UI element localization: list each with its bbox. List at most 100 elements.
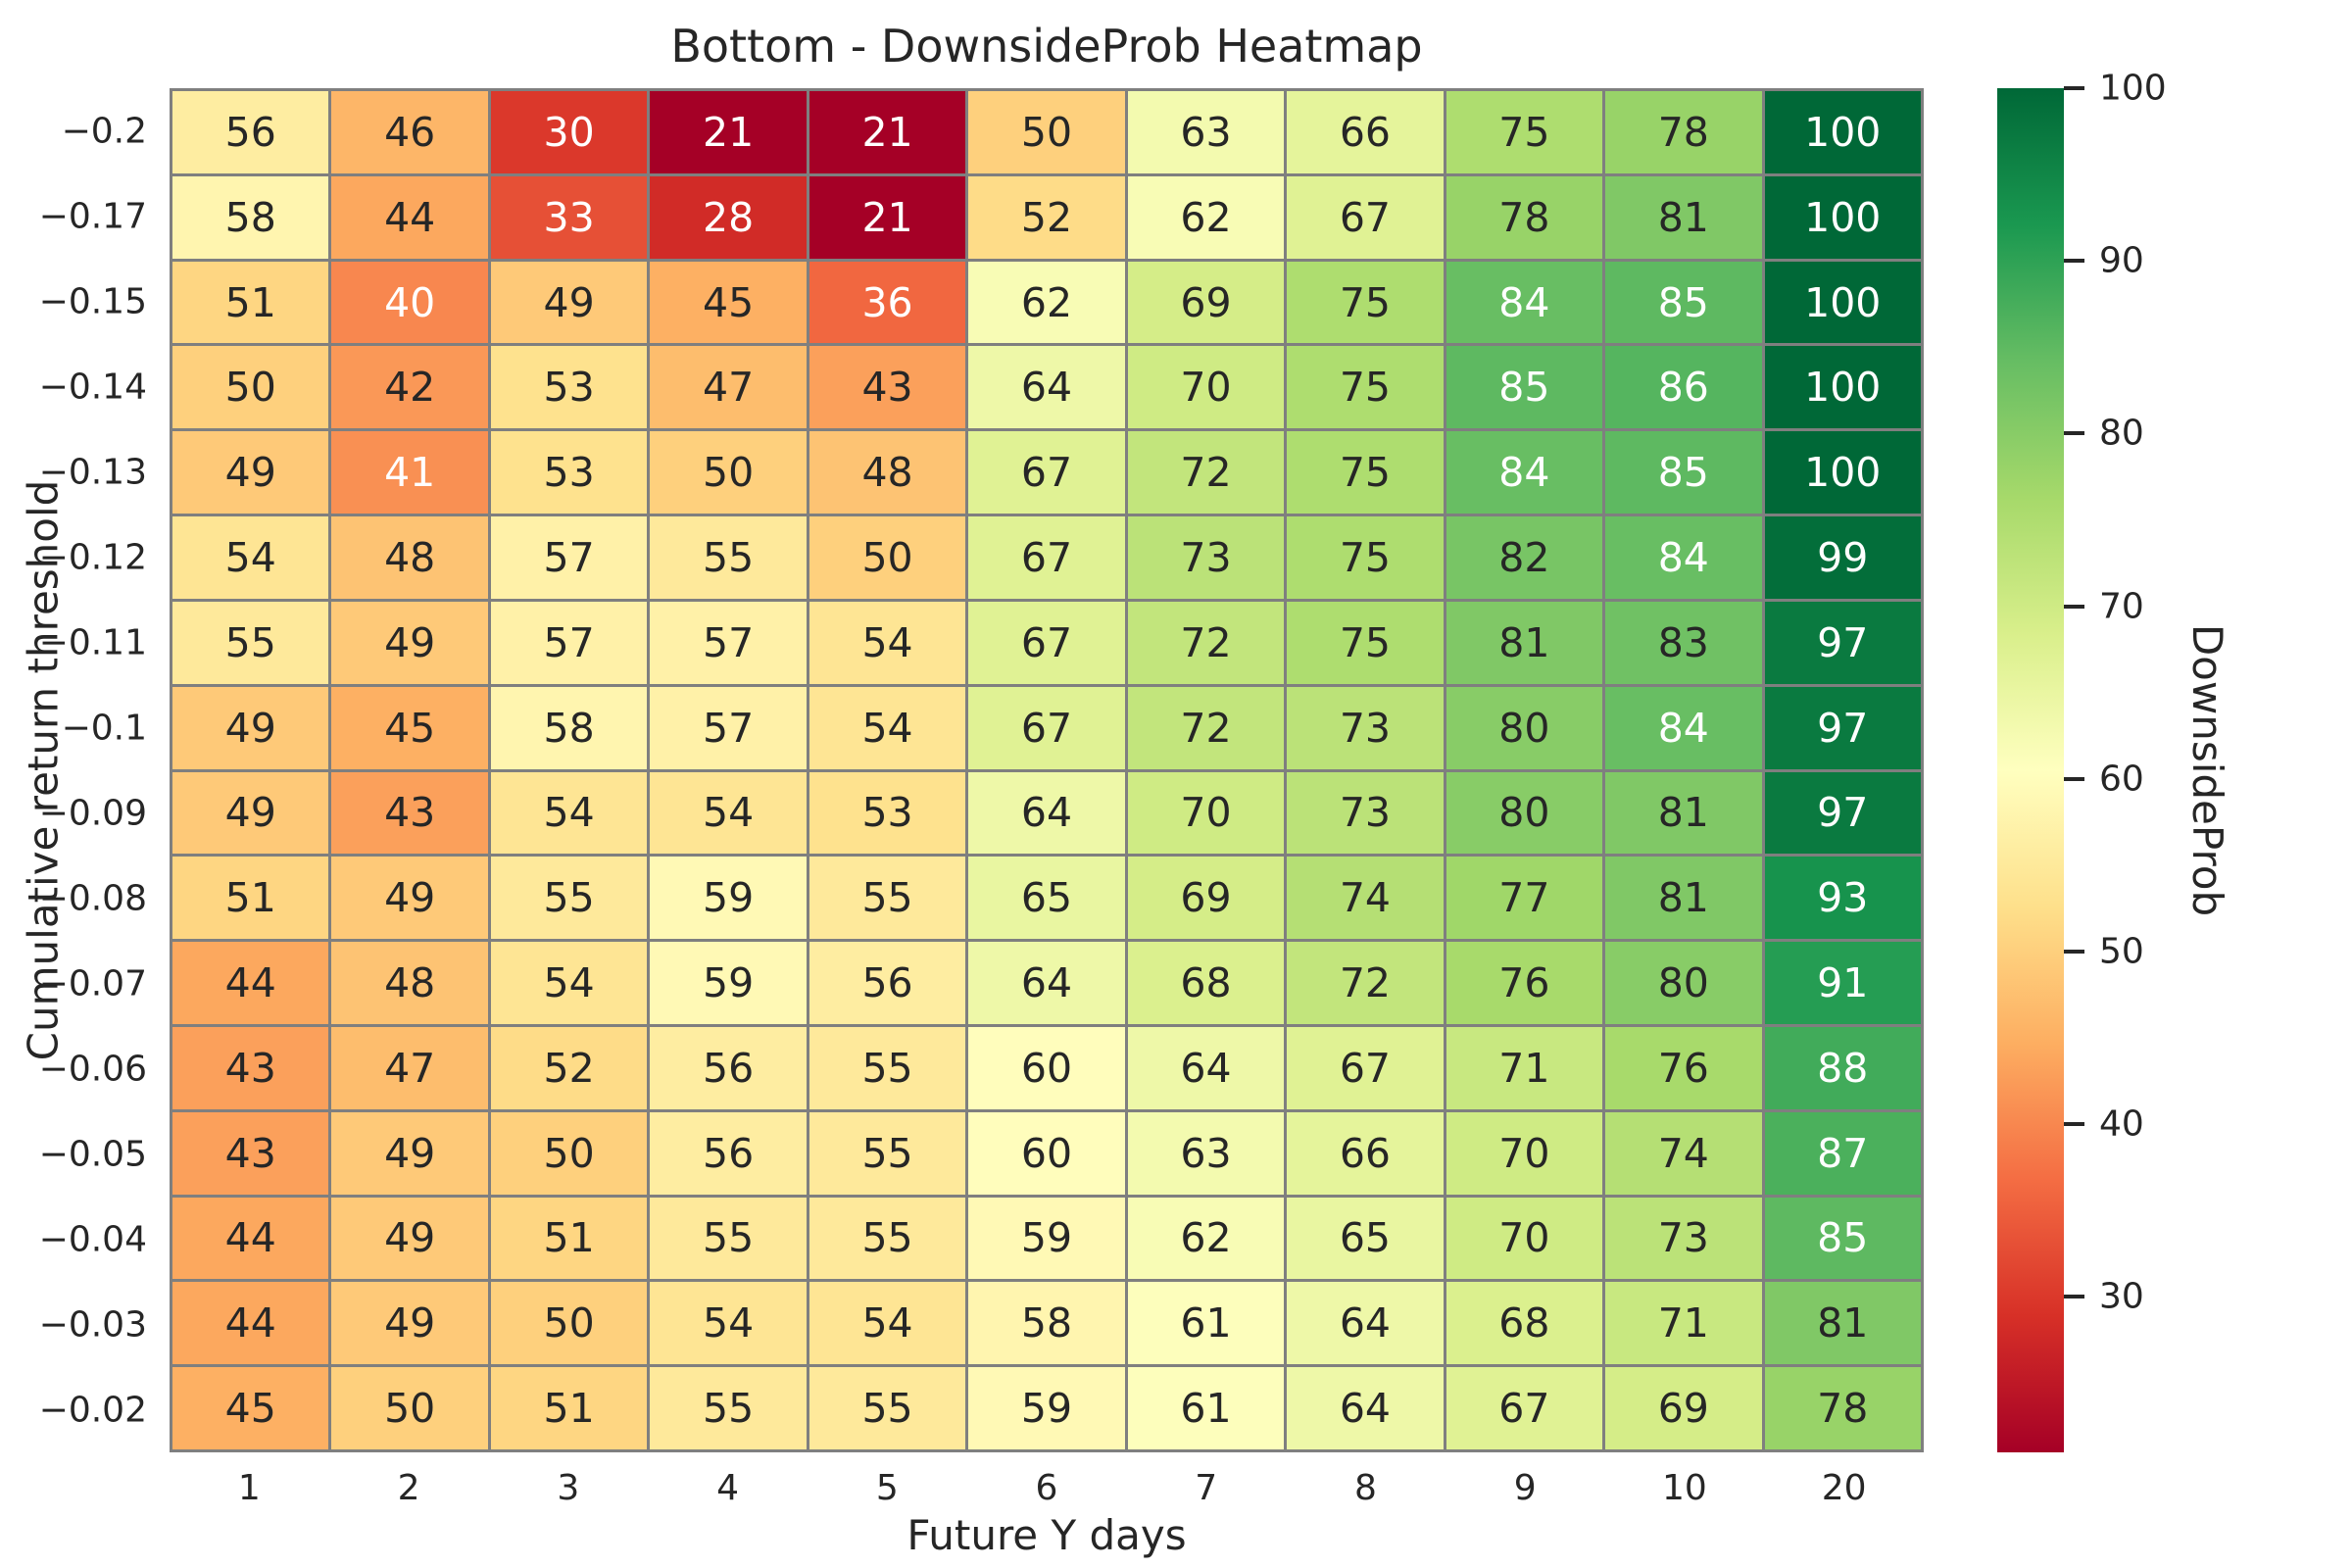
heatmap-cell: 49	[172, 431, 329, 514]
heatmap-cell: 57	[650, 601, 807, 684]
heatmap-cell: 87	[1764, 1111, 1921, 1195]
heatmap-cell: 70	[1446, 1197, 1603, 1280]
heatmap-cell: 59	[650, 857, 807, 940]
heatmap-cell: 55	[172, 601, 329, 684]
heatmap-cell: 70	[1127, 346, 1285, 429]
heatmap-cell: 64	[968, 771, 1125, 855]
heatmap-cell: 51	[172, 261, 329, 344]
heatmap-cell: 100	[1764, 261, 1921, 344]
y-tick-label: −0.2	[61, 111, 147, 151]
heatmap-cell: 72	[1127, 601, 1285, 684]
y-tick-label: −0.07	[38, 963, 147, 1004]
heatmap-cell: 53	[808, 771, 966, 855]
x-axis-ticks: 1 2 3 4 5 6 7 8 9 10 20	[170, 1468, 1924, 1511]
heatmap-cell: 50	[490, 1111, 648, 1195]
heatmap-cell: 85	[1764, 1197, 1921, 1280]
y-tick-label: −0.17	[38, 196, 147, 236]
heatmap-cell: 42	[331, 346, 488, 429]
heatmap-cell: 53	[490, 346, 648, 429]
heatmap-cell: 81	[1446, 601, 1603, 684]
heatmap-cell: 71	[1605, 1282, 1762, 1365]
y-tick-label: −0.15	[38, 281, 147, 321]
heatmap-cell: 50	[808, 516, 966, 599]
heatmap-cell: 50	[968, 91, 1125, 173]
heatmap-cell: 69	[1605, 1367, 1762, 1449]
colorbar-tick	[2064, 1295, 2084, 1299]
heatmap-cell: 72	[1127, 431, 1285, 514]
heatmap-cell: 63	[1127, 1111, 1285, 1195]
colorbar-tick-label: 30	[2099, 1276, 2144, 1317]
colorbar-tick	[2064, 259, 2084, 264]
y-tick-label: −0.1	[61, 708, 147, 748]
heatmap-cell: 62	[968, 261, 1125, 344]
heatmap-cell: 47	[650, 346, 807, 429]
colorbar-tick-label: 70	[2099, 586, 2144, 627]
heatmap-cell: 91	[1764, 942, 1921, 1024]
heatmap-cell: 64	[1287, 1282, 1444, 1365]
x-tick-label: 2	[397, 1468, 420, 1508]
x-tick-label: 10	[1662, 1468, 1707, 1508]
heatmap-cell: 40	[331, 261, 488, 344]
heatmap-cell: 59	[968, 1197, 1125, 1280]
heatmap-cell: 21	[808, 91, 966, 173]
heatmap-cell: 61	[1127, 1367, 1285, 1449]
heatmap-cell: 88	[1764, 1026, 1921, 1109]
heatmap-cell: 69	[1127, 261, 1285, 344]
x-tick-label: 7	[1195, 1468, 1218, 1508]
heatmap-cell: 73	[1127, 516, 1285, 599]
heatmap-cell: 83	[1605, 601, 1762, 684]
heatmap-cell: 76	[1605, 1026, 1762, 1109]
heatmap-cell: 65	[1287, 1197, 1444, 1280]
heatmap-cell: 49	[172, 686, 329, 769]
heatmap-cell: 82	[1446, 516, 1603, 599]
heatmap-cell: 97	[1764, 601, 1921, 684]
heatmap-cell: 100	[1764, 346, 1921, 429]
heatmap-cell: 70	[1446, 1111, 1603, 1195]
chart-title: Bottom - DownsideProb Heatmap	[670, 20, 1423, 73]
colorbar-tick	[2064, 86, 2084, 90]
heatmap-cell: 50	[331, 1367, 488, 1449]
heatmap-cell: 43	[172, 1026, 329, 1109]
heatmap-cell: 44	[172, 942, 329, 1024]
y-tick-label: −0.06	[38, 1049, 147, 1089]
colorbar-tick	[2064, 776, 2084, 781]
heatmap-cell: 51	[490, 1197, 648, 1280]
heatmap-cell: 97	[1764, 686, 1921, 769]
heatmap-cell: 62	[1127, 1197, 1285, 1280]
heatmap-cell: 41	[331, 431, 488, 514]
heatmap-cell: 81	[1605, 175, 1762, 259]
heatmap-cell: 68	[1127, 942, 1285, 1024]
heatmap-cell: 64	[968, 942, 1125, 1024]
heatmap-cell: 67	[968, 516, 1125, 599]
colorbar-tick-label: 80	[2099, 413, 2144, 454]
heatmap-cell: 60	[968, 1111, 1125, 1195]
heatmap-cell: 67	[1287, 1026, 1444, 1109]
heatmap-cell: 97	[1764, 771, 1921, 855]
heatmap-cell: 48	[331, 516, 488, 599]
heatmap-cell: 54	[650, 1282, 807, 1365]
heatmap-cell: 30	[490, 91, 648, 173]
heatmap-cell: 85	[1446, 346, 1603, 429]
heatmap-cell: 85	[1605, 261, 1762, 344]
heatmap-cell: 56	[808, 942, 966, 1024]
heatmap-cell: 76	[1446, 942, 1603, 1024]
heatmap-cell: 66	[1287, 91, 1444, 173]
heatmap-cell: 48	[808, 431, 966, 514]
heatmap-cell: 57	[490, 516, 648, 599]
x-tick-label: 5	[875, 1468, 899, 1508]
heatmap-cell: 49	[331, 857, 488, 940]
heatmap-grid: 56 46 30 21 21 50 63 66 75 78 100 58 44 33 28 21 52 62 67 7…	[170, 88, 1924, 1452]
heatmap-cell: 61	[1127, 1282, 1285, 1365]
heatmap-cell: 60	[968, 1026, 1125, 1109]
heatmap-cell: 55	[650, 1367, 807, 1449]
colorbar-tick-label: 40	[2099, 1103, 2144, 1145]
heatmap-cell: 71	[1446, 1026, 1603, 1109]
heatmap-cell: 85	[1605, 431, 1762, 514]
heatmap-cell: 45	[172, 1367, 329, 1449]
heatmap-cell: 44	[172, 1282, 329, 1365]
heatmap-cell: 84	[1605, 516, 1762, 599]
heatmap-cell: 75	[1287, 346, 1444, 429]
heatmap-cell: 48	[331, 942, 488, 1024]
y-tick-label: −0.12	[38, 537, 147, 577]
y-tick-label: −0.14	[38, 367, 147, 407]
